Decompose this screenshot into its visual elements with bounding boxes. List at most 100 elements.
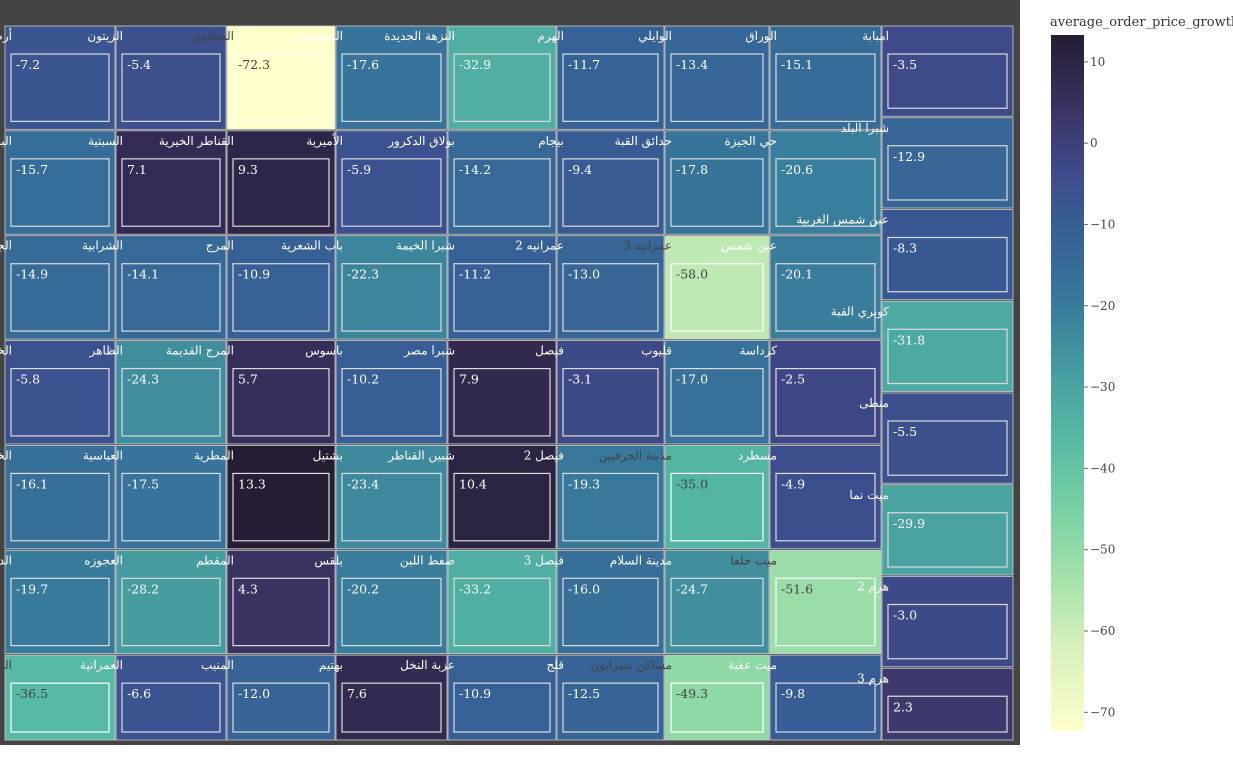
treemap-tile[interactable]: عين شمس -20.1 — [721, 235, 882, 340]
treemap-tile[interactable]: ميت نما -29.9 — [849, 484, 1014, 576]
treemap-tile[interactable]: قليوب -17.0 — [641, 340, 770, 445]
treemap-tile[interactable]: صفط اللبن -33.2 — [400, 549, 557, 655]
treemap-tile[interactable]: فيصل -3.1 — [535, 340, 665, 445]
tile-rect — [115, 654, 227, 741]
tile-rect — [447, 549, 557, 655]
tile-label: مدينة الحرفيين — [599, 448, 672, 462]
treemap-tile[interactable]: النزهة الجديدة -32.9 — [384, 25, 557, 130]
treemap-tile[interactable]: مساكن شيراتون -49.3 — [591, 654, 770, 741]
treemap-tile[interactable]: شبرا مصر 7.9 — [403, 340, 557, 445]
tile-label: القطاوي — [192, 29, 234, 43]
treemap-tile[interactable]: المقطم 4.3 — [196, 549, 336, 655]
treemap-tile[interactable]: باب الشعرية -22.3 — [281, 235, 448, 340]
tile-value: 2.3 — [893, 699, 913, 714]
treemap-tile[interactable]: بيجام -9.4 — [538, 130, 665, 235]
treemap-tile[interactable]: أرض اللواء -7.2 — [0, 25, 116, 130]
treemap-tile[interactable]: قلج -12.5 — [547, 654, 665, 741]
treemap-tile[interactable]: حدائق القبة -17.8 — [615, 130, 770, 235]
tile-value-box — [562, 263, 659, 332]
treemap-tile[interactable]: ميت عقبة -9.8 — [728, 654, 882, 741]
treemap-tile[interactable]: عين شمس الغربية -8.3 — [796, 209, 1014, 301]
treemap-tile[interactable]: عمرانيه 2 -13.0 — [515, 235, 665, 340]
tile-rect — [447, 130, 557, 235]
tile-label: الخانكة — [0, 344, 12, 358]
treemap-tile[interactable]: الجبل الاصفر -14.9 — [0, 235, 116, 340]
treemap-tile[interactable]: شبرا البلد -12.9 — [841, 117, 1014, 209]
treemap-tile[interactable]: الظاهر -24.3 — [89, 340, 227, 445]
tile-value-box — [670, 158, 764, 227]
tile-value: -12.0 — [238, 686, 270, 701]
treemap-tile[interactable]: المهندسين -17.6 — [291, 25, 448, 130]
treemap-tile[interactable]: الدقي -19.7 — [0, 549, 116, 655]
treemap-tile[interactable]: القناطر الخيرية 9.3 — [159, 130, 336, 235]
tile-value: -36.5 — [16, 686, 48, 701]
tile-value: -20.6 — [781, 162, 813, 177]
tile-value: -3.1 — [568, 372, 592, 387]
tile-rect — [447, 340, 557, 445]
tile-label: قليوب — [641, 344, 672, 358]
treemap-tile[interactable]: بشتيل -23.4 — [313, 445, 448, 550]
treemap-tile[interactable]: الخانكة -5.8 — [0, 340, 116, 445]
treemap-tile[interactable]: ميت حلفا -51.6 — [730, 549, 882, 655]
treemap-tile[interactable]: عمرانيه 3 -58.0 — [623, 235, 770, 340]
treemap-tile[interactable]: شبين القناطر 10.4 — [387, 445, 557, 550]
tile-label: كوبري القبة — [831, 304, 889, 318]
treemap-tile[interactable]: المرج القديمة 5.7 — [166, 340, 336, 445]
treemap-tile[interactable]: فيصل 3 -16.0 — [524, 549, 665, 655]
treemap-tile[interactable]: مدينة السلام -24.7 — [610, 549, 770, 655]
treemap-tile[interactable]: بلقس -20.2 — [314, 549, 448, 655]
treemap-tile[interactable]: الهرم -11.7 — [537, 25, 665, 130]
treemap-tile[interactable]: البراجيل -15.7 — [0, 130, 116, 235]
tile-rect — [4, 654, 116, 741]
colorbar-tick-label: 10 — [1090, 55, 1105, 69]
tile-label: هرم 2 — [857, 580, 889, 594]
treemap-tile[interactable]: مسطرد -4.9 — [738, 445, 882, 550]
tile-value: -14.9 — [16, 267, 48, 282]
treemap-tile[interactable]: فيصل 2 -19.3 — [524, 445, 665, 550]
treemap-tile[interactable]: الخصوص -16.1 — [0, 445, 116, 550]
treemap-tile[interactable]: كرداسة-2.5 — [740, 340, 882, 445]
treemap-tile[interactable]: حي الجيزة-20.6 — [725, 130, 882, 235]
treemap-tile[interactable]: الشرابية -14.1 — [82, 235, 227, 340]
treemap-tile[interactable]: القطاوي -72.3 — [192, 25, 336, 130]
tile-value-box — [670, 367, 764, 437]
treemap-tile[interactable]: السبتية 7.1 — [88, 130, 227, 235]
tile-value-box — [232, 158, 330, 227]
tile-value: -9.4 — [568, 162, 592, 177]
treemap-tile[interactable]: بهتيم 7.6 — [319, 654, 448, 741]
treemap-tile[interactable]: الزيتون -5.4 — [87, 25, 227, 130]
treemap-tile[interactable]: العباسية -17.5 — [83, 445, 227, 550]
treemap-tile[interactable]: مدينة الحرفيين -35.0 — [599, 445, 770, 550]
tile-label: الوراق — [745, 29, 777, 43]
treemap-tile[interactable]: عزبة النخل -10.9 — [400, 654, 557, 741]
colorbar: average_order_price_growth 10 0 −10 −20 −30 −4… — [1050, 15, 1233, 731]
tile-value-box — [775, 53, 876, 122]
treemap-tile[interactable]: كوبري القبة -31.8 — [831, 300, 1014, 392]
treemap-tile[interactable]: امبابة -3.5 — [862, 25, 1014, 117]
treemap-tile[interactable]: المطرية 13.3 — [194, 445, 336, 550]
treemap-tile[interactable]: منطى -5.5 — [859, 392, 1014, 484]
treemap-tile[interactable]: العمرانية -6.6 — [80, 654, 227, 741]
tile-label: العجوزه — [84, 553, 123, 567]
treemap-tile[interactable]: المنيب -12.0 — [201, 654, 336, 741]
treemap-tile[interactable]: باسوس -10.2 — [305, 340, 448, 445]
colorbar-gradient — [1051, 35, 1084, 731]
treemap-tile[interactable]: الوراق -15.1 — [745, 25, 882, 130]
treemap-tile[interactable]: هرم 2 -3.0 — [857, 576, 1014, 668]
tile-rect — [4, 235, 116, 340]
tile-value: -15.1 — [781, 57, 813, 72]
treemap-tile[interactable]: هرم 3 2.3 — [857, 667, 1014, 741]
tile-label: قلج — [547, 658, 564, 672]
treemap-tile[interactable]: الزاوية الحمراء -36.5 — [0, 654, 116, 741]
tile-value-box — [341, 577, 442, 647]
treemap-tile[interactable]: العجوزه -28.2 — [84, 549, 227, 655]
tile-value: -33.2 — [459, 581, 491, 596]
tile-value: -6.6 — [127, 686, 151, 701]
treemap-tile[interactable]: شبرا الخيمة -11.2 — [396, 235, 557, 340]
treemap-tile[interactable]: المرج -10.9 — [206, 235, 336, 340]
treemap-tile[interactable]: بولاق الدكرور -14.2 — [387, 130, 557, 235]
treemap-tile[interactable]: الوايلي -13.4 — [638, 25, 770, 130]
tile-value-box — [10, 682, 110, 733]
tile-value-box — [562, 158, 659, 227]
treemap-tile[interactable]: الأميرية -5.9 — [306, 130, 448, 235]
